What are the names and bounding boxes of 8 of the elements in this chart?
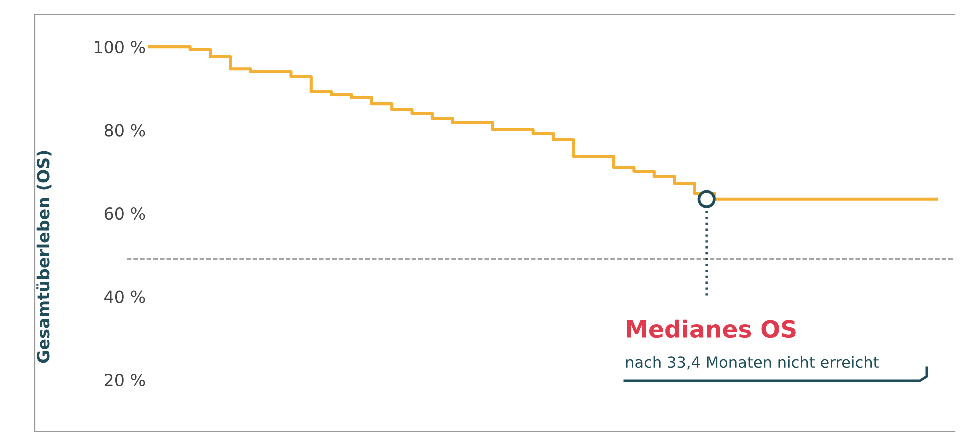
y-tick-label: 20 %: [104, 374, 146, 387]
y-tick-label: 40 %: [104, 290, 146, 304]
annotation: Medianes OS: [627, 320, 796, 338]
annotation: nach 33,4 Monaten nicht erreicht: [626, 356, 879, 370]
y-tick-label: 60 %: [104, 207, 146, 220]
y-tick-label: 100 %: [94, 41, 146, 54]
y-axis-title: Gesamtüberleben (OS): [36, 151, 52, 364]
y-tick-label: 80 %: [104, 124, 146, 137]
